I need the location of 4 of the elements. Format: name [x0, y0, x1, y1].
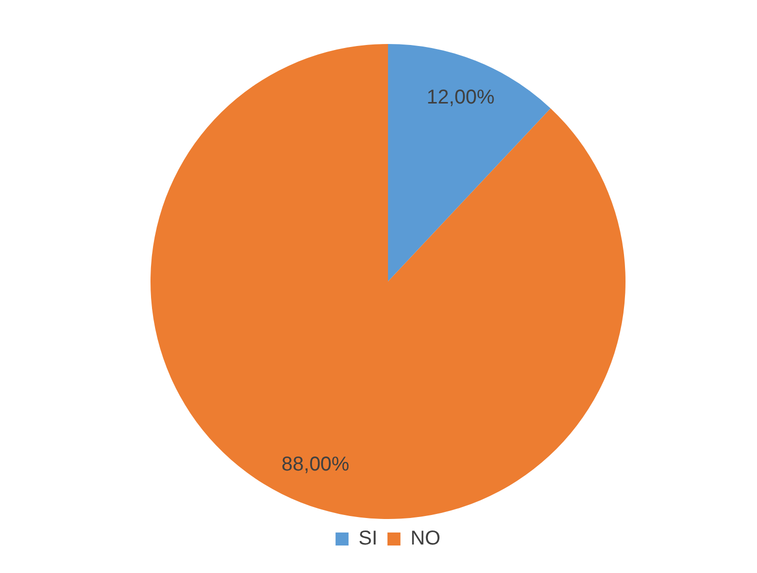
data-label: 88,00% — [282, 453, 350, 476]
legend-label: SI — [358, 528, 378, 550]
data-label: 12,00% — [426, 86, 495, 109]
legend-label: NO — [410, 528, 440, 550]
